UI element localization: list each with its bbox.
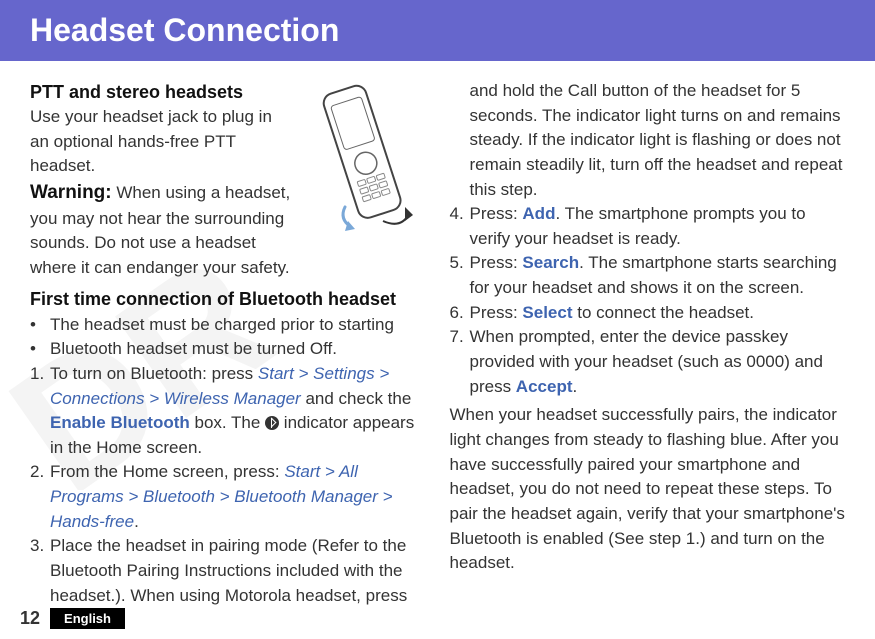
step-7: 7. When prompted, enter the device passk…: [450, 325, 846, 399]
text-fragment: .: [134, 512, 139, 531]
left-column: PTT and stereo headsets Use your headset…: [30, 79, 426, 608]
step-text: Press: Add. The smartphone prompts you t…: [470, 202, 846, 251]
bullet-item-2: • Bluetooth headset must be turned Off.: [30, 337, 426, 362]
page-footer: 12 English: [20, 608, 125, 629]
step-6: 6. Press: Select to connect the headset.: [450, 301, 846, 326]
step-4: 4. Press: Add. The smartphone prompts yo…: [450, 202, 846, 251]
step-text: To turn on Bluetooth: press Start > Sett…: [50, 362, 426, 461]
search-label: Search: [522, 253, 579, 272]
step-spacer: [450, 79, 470, 202]
step-2: 2. From the Home screen, press: Start > …: [30, 460, 426, 534]
step-text: When prompted, enter the device passkey …: [470, 325, 846, 399]
text-fragment: Press:: [470, 253, 523, 272]
step-number: 3.: [30, 534, 50, 608]
text-fragment: box. The: [190, 413, 265, 432]
accept-label: Accept: [516, 377, 573, 396]
right-column: and hold the Call button of the headset …: [450, 79, 846, 608]
text-fragment: To turn on Bluetooth: press: [50, 364, 258, 383]
step-number: 5.: [450, 251, 470, 300]
step-text: From the Home screen, press: Start > All…: [50, 460, 426, 534]
enable-bluetooth-label: Enable Bluetooth: [50, 413, 190, 432]
phone-illustration: [301, 79, 426, 244]
select-label: Select: [522, 303, 572, 322]
subheading-first-time: First time connection of Bluetooth heads…: [30, 286, 426, 312]
step-text: and hold the Call button of the headset …: [470, 79, 846, 202]
step-1: 1. To turn on Bluetooth: press Start > S…: [30, 362, 426, 461]
step-number: 1.: [30, 362, 50, 461]
warning-label: Warning:: [30, 182, 112, 203]
page-number: 12: [20, 608, 40, 629]
bullet-text: The headset must be charged prior to sta…: [50, 313, 394, 338]
bullet-item-1: • The headset must be charged prior to s…: [30, 313, 426, 338]
step-number: 2.: [30, 460, 50, 534]
page-title: Headset Connection: [30, 12, 339, 48]
text-fragment: Press:: [470, 204, 523, 223]
step-number: 6.: [450, 301, 470, 326]
step-3: 3. Place the headset in pairing mode (Re…: [30, 534, 426, 608]
content-area: PTT and stereo headsets Use your headset…: [0, 61, 875, 618]
bluetooth-icon: [265, 416, 279, 430]
text-fragment: .: [572, 377, 577, 396]
step-text: Place the headset in pairing mode (Refer…: [50, 534, 426, 608]
page-header: Headset Connection: [0, 0, 875, 61]
step-text: Press: Search. The smartphone starts sea…: [470, 251, 846, 300]
bullet-marker: •: [30, 313, 50, 338]
closing-paragraph: When your headset successfully pairs, th…: [450, 403, 846, 575]
text-fragment: and check the: [301, 389, 412, 408]
bullet-text: Bluetooth headset must be turned Off.: [50, 337, 337, 362]
bullet-marker: •: [30, 337, 50, 362]
step-number: 7.: [450, 325, 470, 399]
add-label: Add: [522, 204, 555, 223]
step-text: Press: Select to connect the headset.: [470, 301, 754, 326]
text-fragment: Press:: [470, 303, 523, 322]
step-5: 5. Press: Search. The smartphone starts …: [450, 251, 846, 300]
step-number: 4.: [450, 202, 470, 251]
text-fragment: From the Home screen, press:: [50, 462, 284, 481]
text-fragment: to connect the headset.: [573, 303, 754, 322]
language-tab: English: [50, 608, 125, 629]
step-3-continued: and hold the Call button of the headset …: [450, 79, 846, 202]
